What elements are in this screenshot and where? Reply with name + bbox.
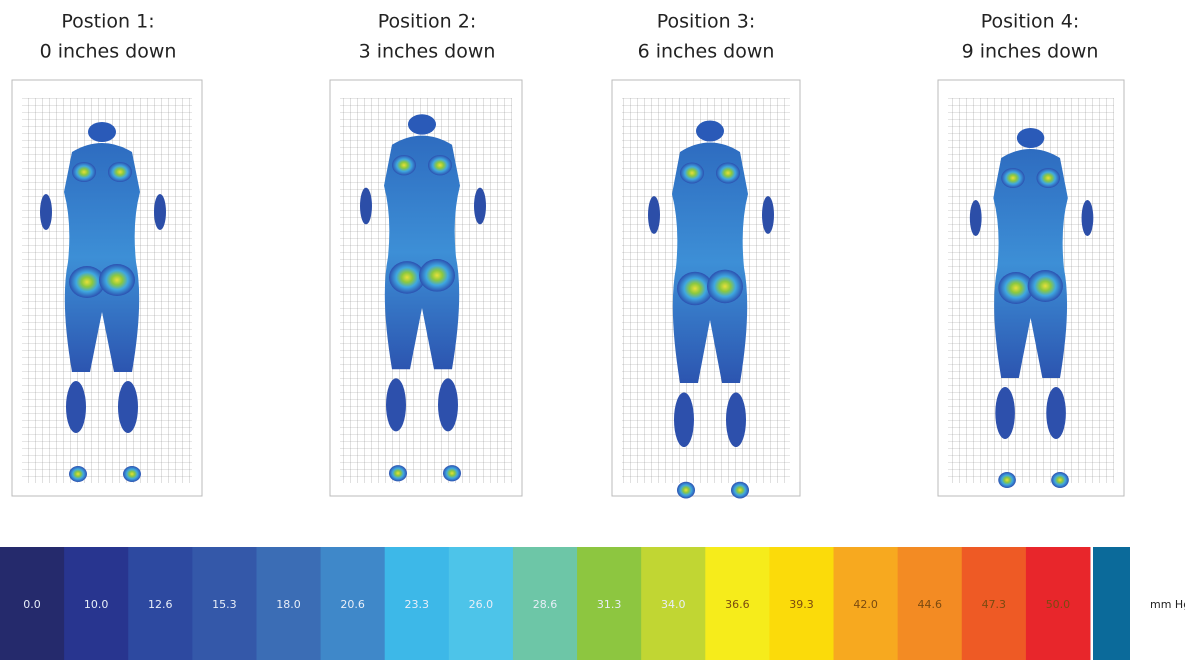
scale-label: 47.3 — [982, 598, 1007, 611]
scale-end — [1093, 547, 1130, 660]
scale-cell — [0, 547, 65, 660]
scale-cell — [577, 547, 642, 660]
scale-label: 12.6 — [148, 598, 173, 611]
titles: Postion 1: 0 inches down Position 2: 3 inch… — [40, 11, 1099, 63]
scale-label: 34.0 — [661, 598, 686, 611]
scale-cell — [512, 547, 578, 660]
scale-cell — [641, 547, 706, 660]
scale-label: 31.3 — [597, 598, 622, 611]
scale-cell — [128, 547, 193, 660]
panel-subtitle: 3 inches down — [359, 41, 496, 63]
panel-title: Position 3: — [657, 11, 756, 33]
scale-label: 18.0 — [276, 598, 301, 611]
scale-label: 15.3 — [212, 598, 237, 611]
scale-label: 28.6 — [533, 598, 558, 611]
scale-label: 26.0 — [469, 598, 494, 611]
scale-label: 50.0 — [1046, 598, 1071, 611]
scale-cell — [448, 547, 514, 660]
scale-label: 23.3 — [405, 598, 430, 611]
scale-label: 20.6 — [340, 598, 365, 611]
scale-cell — [897, 547, 963, 660]
scale-cell — [705, 547, 770, 660]
scale-label: 0.0 — [23, 598, 41, 611]
panel-title: Postion 1: — [61, 11, 154, 33]
scale-unit: mm Hg — [1150, 598, 1185, 611]
panel-title: Position 4: — [981, 11, 1080, 33]
panel-subtitle: 0 inches down — [40, 41, 177, 63]
panel-subtitle: 9 inches down — [962, 41, 1099, 63]
scale-cell — [192, 547, 257, 660]
scale-cell — [1025, 547, 1091, 660]
pressure-maps — [11, 79, 1125, 499]
scale-cell — [320, 547, 386, 660]
scale-cell — [256, 547, 322, 660]
color-scale: 0.0 10.0 12.6 15.3 18.0 20.6 23.3 26.0 28.6 31.3 3… — [0, 547, 1185, 660]
scale-label: 39.3 — [789, 598, 814, 611]
scale-label: 36.6 — [725, 598, 750, 611]
scale-label: 42.0 — [853, 598, 878, 611]
scale-cell — [961, 547, 1027, 660]
scale-cell — [769, 547, 835, 660]
scale-cell — [64, 547, 129, 660]
scale-label: 44.6 — [917, 598, 942, 611]
panel-title: Position 2: — [378, 11, 477, 33]
scale-label: 10.0 — [84, 598, 109, 611]
scale-cell — [833, 547, 899, 660]
panel-subtitle: 6 inches down — [638, 41, 775, 63]
scale-cell — [384, 547, 450, 660]
